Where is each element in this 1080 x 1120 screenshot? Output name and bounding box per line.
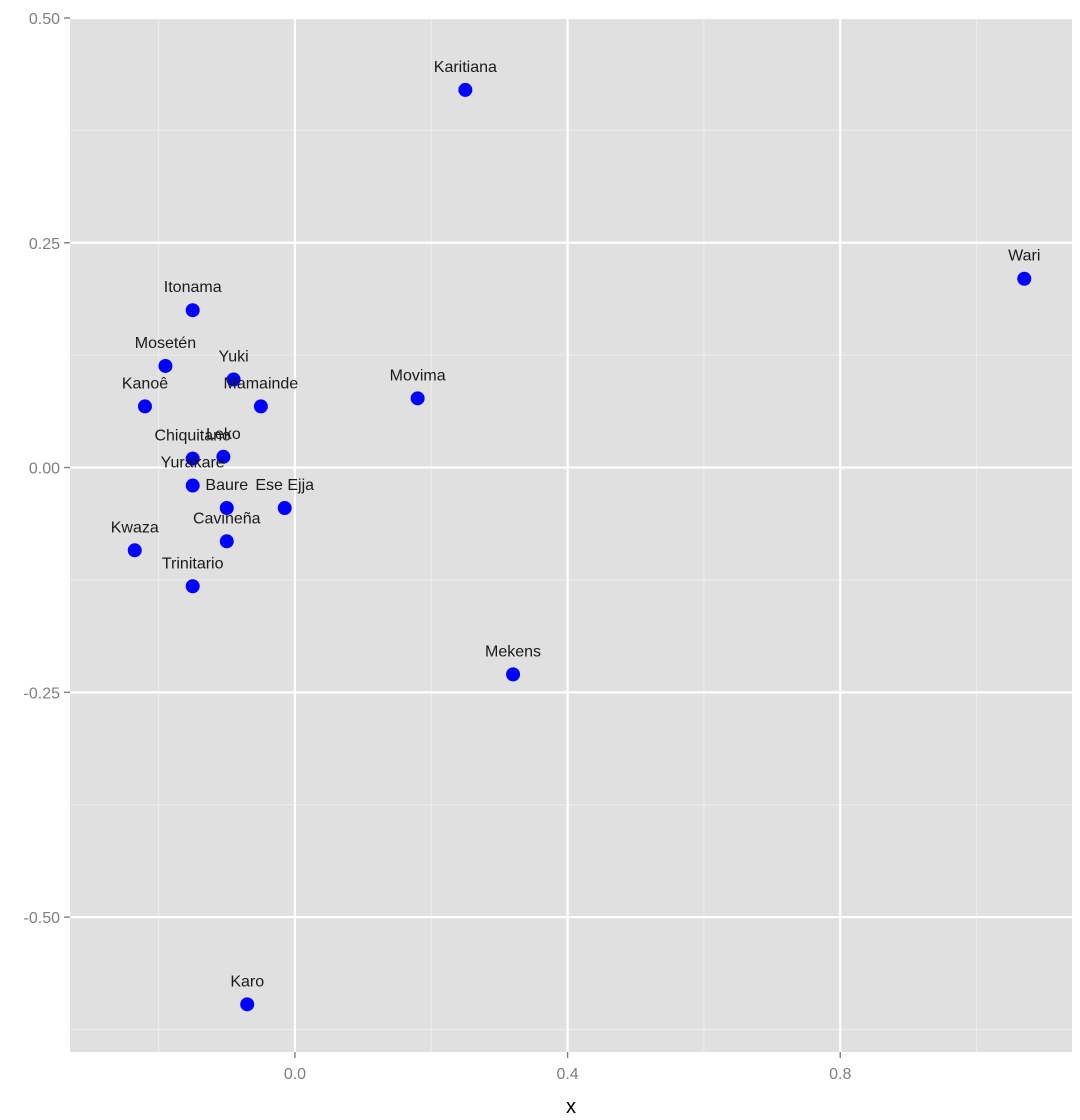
data-point <box>253 399 268 414</box>
point-label: Kwaza <box>111 519 159 536</box>
x-tick-label: 0.8 <box>829 1066 851 1083</box>
y-tick-label: 0.50 <box>29 11 60 28</box>
data-point <box>1017 271 1032 286</box>
data-point <box>137 399 152 414</box>
point-label: Mamainde <box>224 375 299 392</box>
point-label: Leko <box>206 426 241 443</box>
point-label: Baure <box>205 477 248 494</box>
data-point <box>185 579 200 594</box>
axis-ticks: 0.0 0.4 0.8 0.50 0.25 0.00 -0.25 -0.50 <box>24 11 852 1083</box>
data-point <box>240 997 255 1012</box>
x-tick-label: 0.0 <box>284 1066 306 1083</box>
data-point <box>458 82 473 97</box>
x-tick-label: 0.4 <box>556 1066 578 1083</box>
point-label: Trinitario <box>162 555 224 572</box>
data-points <box>127 82 1032 1012</box>
point-label: Movima <box>390 367 446 384</box>
data-point <box>185 478 200 493</box>
plot-panel <box>70 18 1072 1052</box>
data-point <box>158 358 173 373</box>
data-point <box>219 534 234 549</box>
point-label: Yuki <box>218 348 248 365</box>
point-label: Itonama <box>164 279 222 296</box>
data-point <box>277 501 292 516</box>
point-label: Mekens <box>485 643 541 660</box>
point-label: Cavineña <box>193 510 261 527</box>
point-label: Kanoê <box>122 375 168 392</box>
data-point <box>219 501 234 516</box>
data-point <box>185 451 200 466</box>
point-label: Karitiana <box>434 59 497 76</box>
y-tick-label: -0.25 <box>24 685 61 702</box>
point-label: Wari <box>1008 248 1040 265</box>
data-point <box>185 303 200 318</box>
data-point <box>216 449 231 464</box>
point-label: Yurakare <box>161 455 225 472</box>
data-point <box>506 667 521 682</box>
y-tick-label: 0.25 <box>29 236 60 253</box>
data-point <box>127 543 142 558</box>
point-label: Mosetén <box>135 335 196 352</box>
data-point <box>410 391 425 406</box>
x-axis-title: x <box>566 1096 576 1118</box>
major-gridlines <box>70 16 1072 1052</box>
point-labels: Karitiana Wari Itonama Mosetén Yuki Mamainde K… <box>111 59 1041 990</box>
point-label: Chiquitano <box>154 428 231 445</box>
minor-gridlines <box>70 18 1072 1052</box>
point-label: Karo <box>230 973 264 990</box>
y-tick-label: -0.50 <box>24 910 61 927</box>
y-tick-label: 0.00 <box>29 461 60 478</box>
point-label: Ese Ejja <box>255 477 314 494</box>
data-point <box>226 372 241 387</box>
